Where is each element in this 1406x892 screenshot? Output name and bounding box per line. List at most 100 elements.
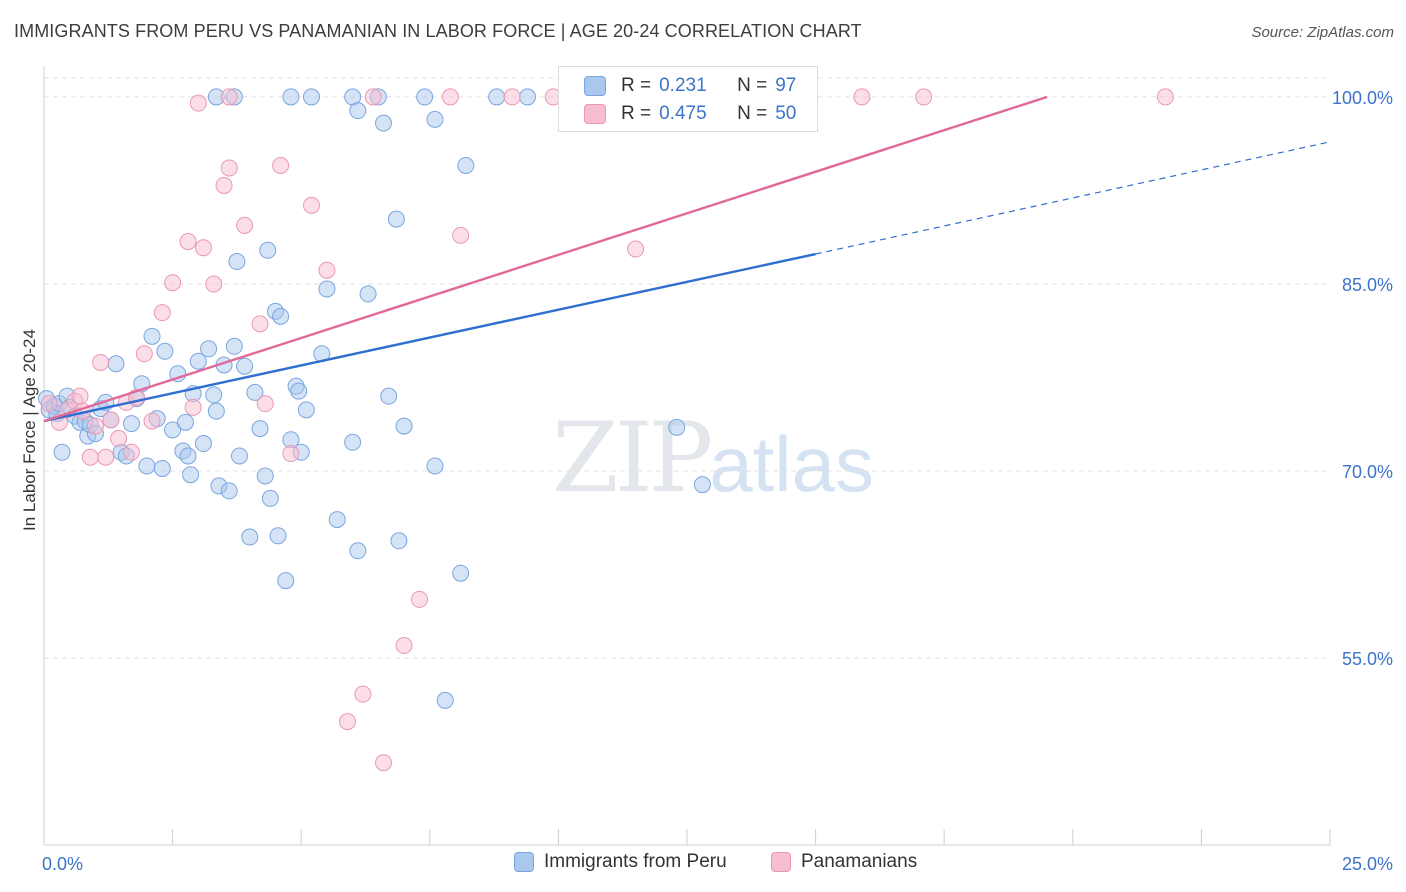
point-panamanian <box>194 239 212 257</box>
point-peru <box>277 572 295 590</box>
point-peru <box>349 102 367 120</box>
x-tick-label-max: 25.0% <box>1342 854 1393 874</box>
point-panamanian <box>282 445 300 463</box>
point-peru <box>436 691 454 709</box>
legend-item-panamanians[interactable]: Panamanians <box>771 851 917 873</box>
trend-line-peru <box>43 252 816 423</box>
point-peru <box>107 355 125 373</box>
point-panamanian <box>364 88 382 106</box>
point-panamanian <box>215 176 233 194</box>
stats-row-peru: R = 0.231 N = 97 <box>584 73 797 99</box>
point-panamanian <box>220 88 238 106</box>
axes <box>43 66 1331 846</box>
point-peru <box>328 511 346 529</box>
chart-title: IMMIGRANTS FROM PERU VS PANAMANIAN IN LA… <box>14 21 862 41</box>
n-label: N = <box>737 75 768 96</box>
y-tick-label: 85.0% <box>1342 275 1393 295</box>
point-peru <box>156 342 174 360</box>
point-peru <box>344 433 362 451</box>
point-peru <box>302 88 320 106</box>
n-value: 97 <box>775 75 797 96</box>
point-panamanian <box>97 448 115 466</box>
y-tick-labels: 55.0% 70.0% 85.0% 100.0% <box>1332 88 1393 669</box>
point-panamanian <box>179 233 197 251</box>
point-peru <box>256 467 274 485</box>
point-panamanian <box>205 275 223 293</box>
point-peru <box>426 110 444 128</box>
point-panamanian <box>441 88 459 106</box>
point-panamanian <box>122 443 140 461</box>
point-panamanian <box>251 315 269 333</box>
point-peru <box>282 88 300 106</box>
r-value: 0.475 <box>659 103 707 124</box>
point-peru <box>189 352 207 370</box>
point-panamanian <box>184 398 202 416</box>
point-panamanian <box>135 345 153 363</box>
point-panamanian <box>503 88 521 106</box>
point-peru <box>272 307 290 325</box>
legend-swatch-peru <box>584 76 606 96</box>
legend-swatch-peru <box>514 852 534 872</box>
point-panamanian <box>272 157 290 175</box>
r-label: R = <box>621 103 652 124</box>
point-panamanian <box>256 395 274 413</box>
y-axis-label-wrap: In Labor Force | Age 20-24 <box>10 300 50 580</box>
stats-legend: R = 0.231 N = 97 R = 0.475 N = 50 <box>558 66 818 132</box>
trend-lines <box>43 95 1331 423</box>
point-panamanian <box>411 590 429 608</box>
legend-swatch-panamanians <box>771 852 791 872</box>
point-panamanian <box>102 411 120 429</box>
n-value: 50 <box>775 103 797 124</box>
point-peru <box>194 435 212 453</box>
point-peru <box>269 527 287 545</box>
point-peru <box>426 457 444 475</box>
point-peru <box>153 459 171 477</box>
point-peru <box>387 210 405 228</box>
point-peru <box>182 466 200 484</box>
y-tick-label: 100.0% <box>1332 88 1393 108</box>
point-peru <box>246 383 264 401</box>
point-panamanian <box>86 417 104 435</box>
point-peru <box>519 88 537 106</box>
point-peru <box>349 542 367 560</box>
y-axis-label: In Labor Force | Age 20-24 <box>20 329 39 531</box>
point-peru <box>395 417 413 435</box>
y-tick-label: 55.0% <box>1342 649 1393 669</box>
point-peru <box>259 241 277 259</box>
source-label: Source: ZipAtlas.com <box>1251 24 1394 41</box>
point-peru <box>207 402 225 420</box>
point-panamanian <box>236 216 254 234</box>
point-peru <box>375 114 393 132</box>
point-panamanian <box>1156 88 1174 106</box>
point-peru <box>488 88 506 106</box>
point-peru <box>261 489 279 507</box>
point-peru <box>693 476 711 494</box>
point-peru <box>122 415 140 433</box>
trend-line-peru-projection <box>815 141 1331 255</box>
point-panamanian <box>853 88 871 106</box>
point-peru <box>205 386 223 404</box>
point-peru <box>200 340 218 358</box>
point-panamanian <box>220 159 238 177</box>
legend-label-peru: Immigrants from Peru <box>544 851 727 872</box>
point-peru <box>230 447 248 465</box>
x-tick-label-min: 0.0% <box>42 854 83 874</box>
point-peru <box>53 443 71 461</box>
point-peru <box>416 88 434 106</box>
point-peru <box>390 532 408 550</box>
point-peru <box>138 457 156 475</box>
point-peru <box>225 337 243 355</box>
point-panamanian <box>375 754 393 772</box>
point-panamanian <box>395 637 413 655</box>
point-panamanian <box>915 88 933 106</box>
data-points <box>38 88 1174 772</box>
point-panamanian <box>354 685 372 703</box>
point-peru <box>228 253 246 271</box>
point-panamanian <box>153 304 171 322</box>
point-peru <box>251 420 269 438</box>
legend-item-peru[interactable]: Immigrants from Peru <box>514 851 727 873</box>
point-peru <box>668 418 686 436</box>
point-peru <box>241 528 259 546</box>
legend-label-panamanians: Panamanians <box>801 851 918 872</box>
